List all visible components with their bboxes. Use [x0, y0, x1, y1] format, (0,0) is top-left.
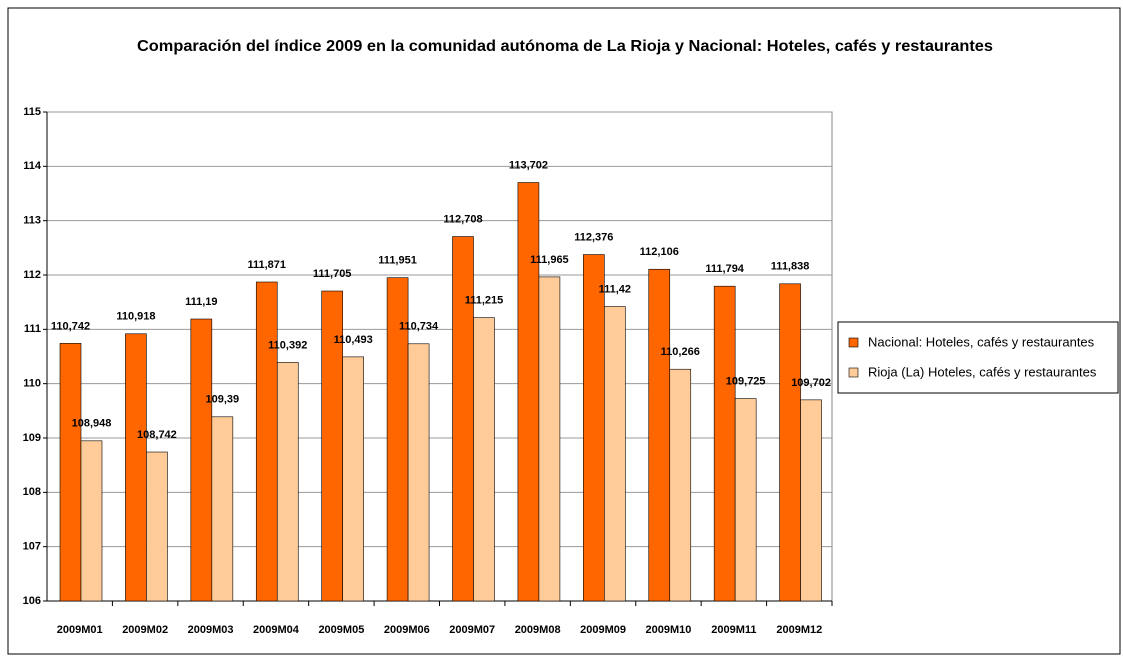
x-tick-label: 2009M10 [646, 624, 692, 636]
value-label: 112,106 [640, 246, 679, 258]
y-tick-label: 108 [23, 486, 41, 498]
value-label: 109,39 [206, 394, 240, 406]
bar [604, 306, 626, 602]
bar [538, 276, 561, 602]
x-tick-label: 2009M12 [776, 624, 822, 636]
legend-swatch [848, 337, 859, 348]
y-tick-label: 110 [23, 378, 41, 390]
bar [473, 317, 495, 602]
bar [452, 236, 474, 602]
legend-swatch [848, 367, 859, 378]
bar [80, 440, 103, 602]
x-tick-label: 2009M02 [122, 624, 168, 636]
bar [583, 254, 605, 602]
y-tick-label: 107 [23, 541, 41, 553]
bar [59, 343, 82, 602]
value-label: 110,266 [661, 346, 700, 358]
x-tick-label: 2009M04 [253, 624, 300, 636]
x-tick-label: 2009M01 [57, 624, 103, 636]
value-label: 112,376 [574, 231, 613, 243]
bar [255, 281, 278, 602]
bar [125, 333, 147, 602]
y-tick-label: 111 [24, 323, 41, 335]
value-label: 110,493 [334, 334, 373, 346]
bar [517, 182, 540, 602]
bar [713, 285, 736, 602]
x-tick-label: 2009M09 [580, 624, 626, 636]
value-label: 111,871 [247, 259, 286, 271]
bar [779, 283, 801, 602]
y-tick-label: 113 [23, 215, 41, 227]
value-label: 112,708 [443, 213, 482, 225]
bar [146, 451, 168, 602]
chart-title: Comparación del índice 2009 en la comuni… [137, 38, 993, 55]
x-tick-label: 2009M07 [449, 624, 495, 636]
value-label: 110,742 [51, 320, 90, 332]
y-tick-label: 114 [23, 160, 42, 172]
legend [837, 321, 1119, 394]
bar [800, 399, 822, 602]
value-label: 111,794 [705, 263, 744, 275]
value-label: 111,19 [185, 296, 217, 308]
legend-label: Nacional: Hoteles, cafés y restaurantes [868, 334, 1095, 349]
x-tick-label: 2009M11 [711, 624, 756, 636]
y-tick-label: 106 [23, 595, 41, 607]
bar [342, 356, 364, 602]
value-label: 111,705 [313, 268, 352, 280]
x-tick-label: 2009M03 [188, 624, 234, 636]
value-label: 111,965 [530, 254, 569, 266]
value-label: 110,734 [399, 321, 439, 333]
value-label: 111,215 [465, 295, 504, 307]
value-label: 109,702 [791, 377, 831, 389]
legend-label: Rioja (La) Hoteles, cafés y restaurantes [868, 364, 1097, 379]
bar [648, 268, 671, 602]
value-label: 110,392 [268, 339, 307, 351]
x-tick-label: 2009M05 [318, 624, 364, 636]
value-label: 110,918 [116, 311, 155, 323]
bar [407, 343, 430, 602]
value-label: 111,42 [599, 283, 631, 295]
y-tick-label: 109 [23, 432, 41, 444]
bar [190, 318, 213, 602]
y-tick-label: 115 [23, 106, 41, 118]
value-label: 108,742 [137, 429, 177, 441]
bar [211, 416, 234, 602]
y-tick-label: 112 [23, 269, 41, 281]
plot-area [46, 111, 833, 602]
bar [276, 362, 299, 602]
value-label: 111,951 [378, 255, 417, 267]
x-tick-label: 2009M06 [384, 624, 430, 636]
value-label: 108,948 [72, 418, 112, 430]
bar [669, 368, 692, 602]
value-label: 109,725 [726, 376, 766, 388]
x-tick-label: 2009M08 [515, 624, 561, 636]
value-label: 111,838 [771, 261, 810, 273]
value-label: 113,702 [509, 159, 548, 171]
bar [734, 398, 757, 602]
